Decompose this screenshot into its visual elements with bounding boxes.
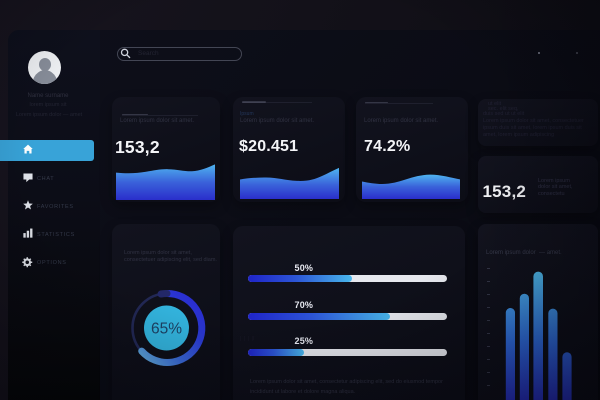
- svg-text:65%: 65%: [151, 321, 182, 338]
